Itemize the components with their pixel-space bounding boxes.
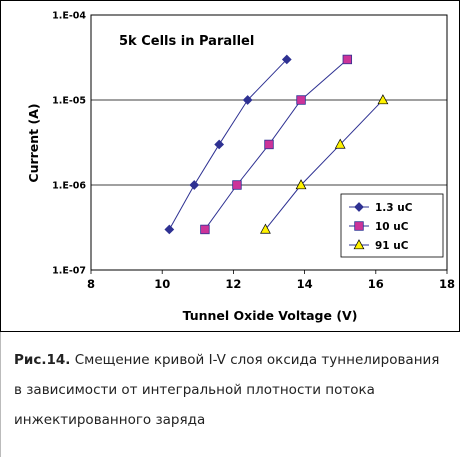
x-tick-label: 12: [225, 277, 241, 291]
caption-text: Смещение кривой I-V слоя оксида туннелир…: [14, 352, 440, 428]
data-point: [200, 224, 210, 235]
y-axis-label: Current (A): [26, 103, 41, 182]
series-line: [204, 59, 348, 230]
legend-marker: [353, 239, 365, 250]
data-point: [214, 139, 225, 150]
figure-caption: Рис.14. Смещение кривой I-V слоя оксида …: [14, 345, 450, 435]
chart-title: 5k Cells in Parallel: [119, 34, 254, 49]
caption-label: Рис.14.: [14, 352, 71, 368]
x-axis-label: Tunnel Oxide Voltage (V): [183, 308, 358, 323]
y-tick-label: 1.E-05: [52, 96, 86, 107]
data-point: [281, 54, 292, 65]
chart: 1.E-07 1.E-06 1.E-05 1.E-04 8 10 12 14 16 18 5k C…: [26, 11, 455, 324]
x-tick-label: 14: [297, 277, 313, 291]
x-tick-label: 10: [154, 277, 170, 291]
legend: 1.3 uC 10 uC 91 uC: [340, 193, 444, 258]
y-tick-label: 1.E-07: [52, 266, 86, 277]
legend-marker: [354, 221, 364, 231]
y-tick-label: 1.E-06: [52, 181, 86, 192]
data-point: [164, 224, 175, 235]
data-point: [296, 95, 306, 105]
data-point: [189, 180, 200, 190]
data-point: [232, 180, 242, 190]
divider: [0, 332, 1, 457]
data-point: [264, 139, 274, 150]
x-tick-label: 16: [368, 277, 384, 291]
data-point: [342, 54, 353, 65]
plot-area: [90, 14, 448, 271]
legend-label: 10 uC: [375, 221, 409, 233]
data-point: [260, 223, 271, 234]
legend-label: 1.3 uC: [375, 202, 413, 214]
legend-marker: [354, 202, 364, 212]
data-point: [242, 95, 253, 105]
x-tick-label: 18: [439, 277, 455, 291]
series-line: [265, 99, 384, 230]
data-point: [295, 179, 307, 190]
x-tick-label: 8: [87, 277, 95, 291]
data-point: [334, 138, 346, 149]
legend-label: 91 uC: [375, 240, 409, 252]
data-point: [377, 94, 389, 105]
y-tick-label: 1.E-04: [52, 11, 86, 22]
chart-frame: 1.E-07 1.E-06 1.E-05 1.E-04 8 10 12 14 16 18 5k C…: [0, 0, 460, 332]
